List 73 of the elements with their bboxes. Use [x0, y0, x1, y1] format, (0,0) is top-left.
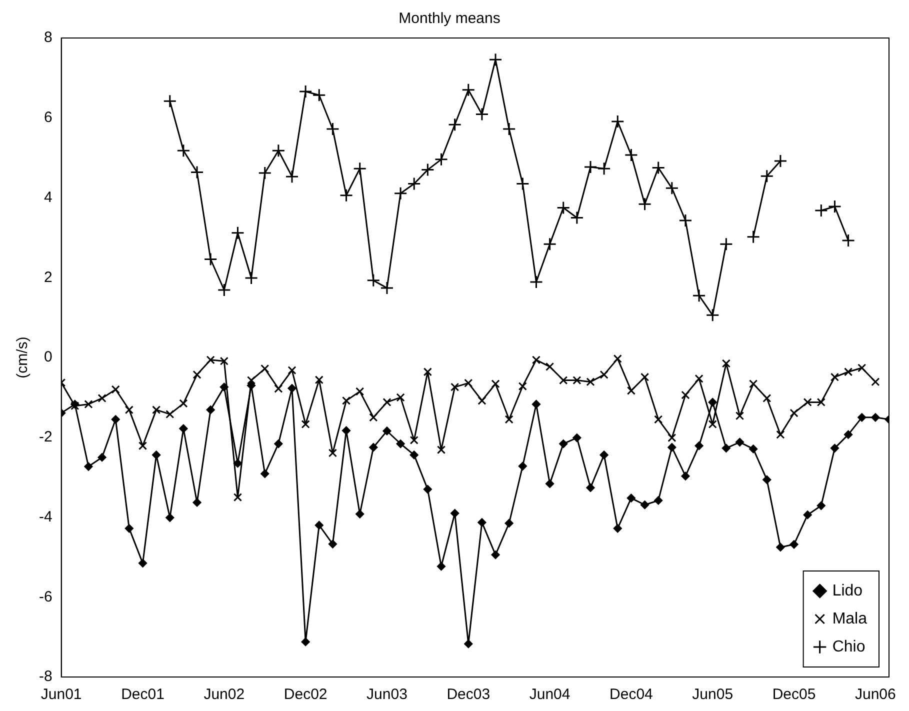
point: [163, 94, 177, 108]
point: [394, 186, 408, 200]
point: [312, 88, 326, 102]
point: [217, 283, 231, 297]
point: [353, 162, 367, 176]
point: [204, 252, 218, 266]
y-tick-label: -4: [38, 508, 52, 526]
point: [407, 177, 421, 191]
x-tick-label: Jun06: [854, 686, 896, 704]
y-tick-label: 6: [44, 109, 52, 126]
y-tick-label: 8: [44, 29, 52, 46]
y-tick-label: 2: [44, 268, 52, 286]
point: [272, 144, 286, 158]
point: [584, 160, 598, 174]
point: [597, 162, 611, 176]
x-tick-label: Dec02: [284, 686, 328, 704]
point: [488, 52, 502, 66]
x-tick-label: Jun04: [529, 686, 570, 704]
point: [760, 169, 774, 183]
point: [652, 161, 666, 175]
point: [326, 122, 340, 136]
point: [380, 281, 394, 295]
y-tick-label: -6: [38, 588, 52, 606]
point: [719, 237, 733, 251]
point: [543, 237, 557, 251]
point: [285, 170, 299, 184]
point: [298, 84, 312, 98]
x-tick-label: Dec03: [446, 686, 490, 704]
point: [624, 148, 638, 162]
point: [570, 210, 584, 224]
x-tick-label: Dec04: [610, 686, 653, 704]
point: [828, 200, 842, 214]
point: [814, 204, 828, 218]
x-tick-label: Dec05: [772, 686, 816, 704]
point: [258, 166, 272, 180]
point: [475, 108, 489, 122]
point: [678, 214, 692, 228]
point: [692, 288, 706, 302]
point: [638, 197, 652, 211]
point: [665, 181, 679, 195]
point: [448, 118, 462, 132]
point: [420, 163, 434, 177]
point: [176, 144, 190, 158]
y-tick-label: 0: [44, 348, 52, 366]
point: [746, 230, 760, 244]
x-tick-label: Jun03: [366, 686, 408, 704]
x-tick-label: Jun05: [692, 686, 734, 704]
point: [366, 274, 380, 288]
point: [842, 234, 856, 248]
point: [462, 83, 476, 97]
x-tick-label: Jun01: [40, 686, 82, 704]
y-tick-label: 4: [44, 188, 52, 206]
point: [434, 152, 448, 166]
legend-label: Mala: [832, 610, 868, 628]
point: [774, 154, 788, 168]
y-axis-title: (cm/s): [14, 336, 32, 378]
point: [230, 226, 244, 240]
legend-label: Lido: [832, 582, 863, 600]
y-tick-label: -2: [38, 428, 52, 446]
point: [502, 122, 516, 136]
point: [244, 271, 258, 285]
chart-title: Monthly means: [398, 10, 500, 28]
x-tick-label: Jun02: [204, 686, 245, 704]
point: [610, 114, 624, 128]
point: [556, 200, 570, 214]
legend-label: Chio: [832, 638, 866, 656]
point: [190, 165, 204, 179]
point: [529, 275, 543, 289]
point: [516, 177, 530, 191]
y-tick-label: -8: [38, 668, 52, 686]
point: [340, 188, 354, 202]
x-tick-label: Dec01: [121, 686, 164, 704]
point: [706, 308, 720, 322]
